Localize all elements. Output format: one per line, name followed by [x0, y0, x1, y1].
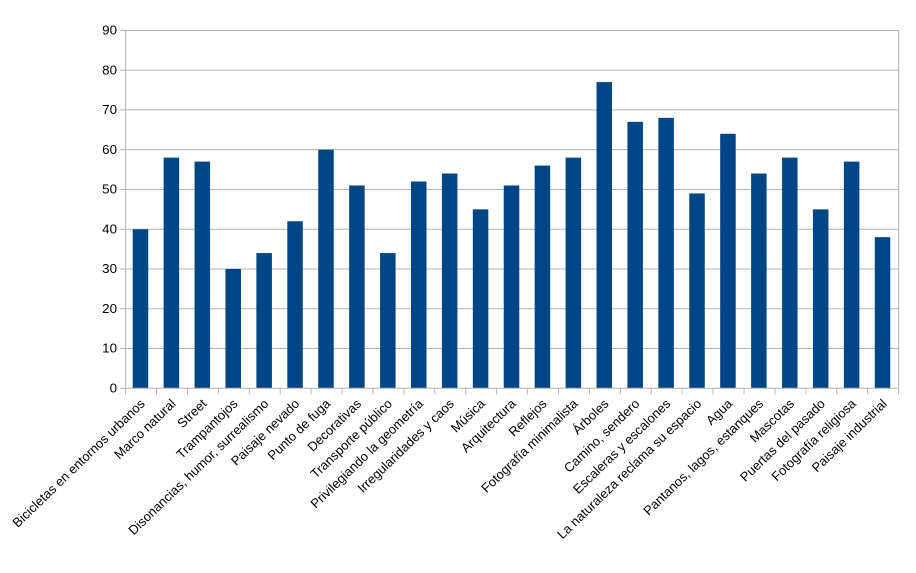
svg-text:0: 0: [110, 381, 117, 396]
svg-text:30: 30: [102, 261, 117, 276]
svg-text:60: 60: [102, 142, 117, 157]
svg-text:80: 80: [102, 62, 117, 77]
svg-text:40: 40: [102, 221, 117, 236]
svg-text:50: 50: [102, 182, 117, 197]
svg-text:10: 10: [102, 341, 117, 356]
svg-text:20: 20: [102, 301, 117, 316]
svg-text:70: 70: [102, 102, 117, 117]
svg-text:90: 90: [102, 23, 117, 38]
